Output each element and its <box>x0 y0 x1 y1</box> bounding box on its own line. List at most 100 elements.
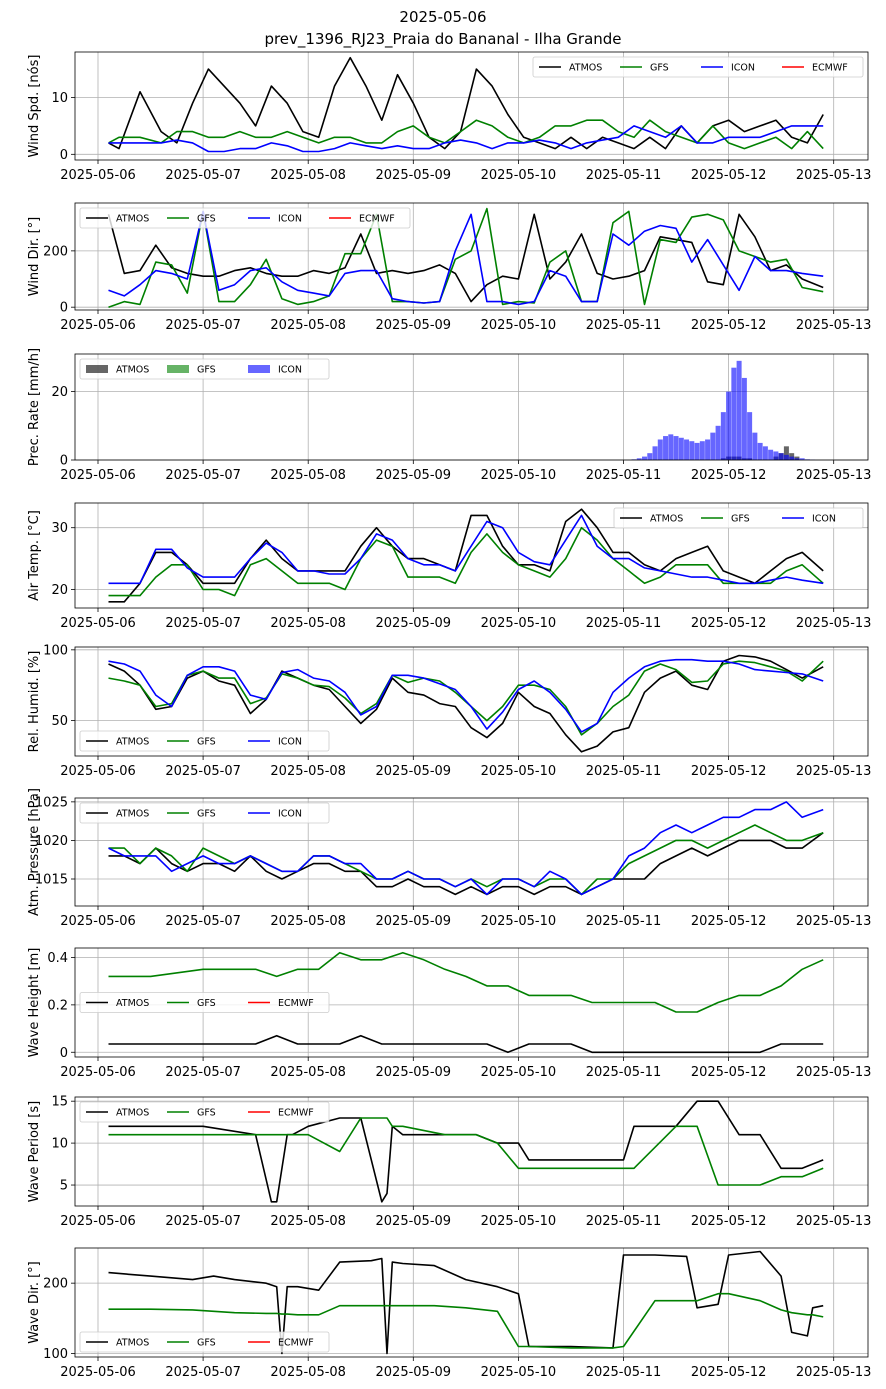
bar-icon <box>720 412 726 460</box>
legend-box <box>79 802 330 824</box>
bar-icon <box>752 432 758 460</box>
x-tick-label: 2025-05-10 <box>481 318 557 333</box>
y-tick-label: 50 <box>51 714 68 729</box>
x-tick-label: 2025-05-12 <box>691 1365 767 1380</box>
bar-icon <box>657 439 663 460</box>
bar-icon <box>705 439 711 460</box>
x-tick-label: 2025-05-10 <box>481 914 557 929</box>
bar-icon <box>773 451 779 460</box>
x-tick-label: 2025-05-08 <box>270 1065 346 1080</box>
x-tick-label: 2025-05-10 <box>481 764 557 779</box>
x-tick-label: 2025-05-12 <box>691 764 767 779</box>
legend-label-gfs: GFS <box>197 365 216 376</box>
y-tick-label: 10 <box>51 1137 68 1152</box>
bar-icon <box>762 446 768 460</box>
y-tick-label: 0.4 <box>47 951 68 966</box>
x-tick-label: 2025-05-06 <box>60 1065 136 1080</box>
bar-icon <box>783 454 789 460</box>
x-tick-label: 2025-05-06 <box>60 1365 136 1380</box>
series-line-gfs <box>108 526 824 597</box>
series-line-icon <box>108 801 824 896</box>
legend-box <box>613 507 864 529</box>
legend-label-gfs: GFS <box>731 514 750 525</box>
x-tick-label: 2025-05-13 <box>796 1365 872 1380</box>
x-tick-label: 2025-05-09 <box>376 1065 452 1080</box>
x-tick-label: 2025-05-08 <box>270 616 346 631</box>
series-line-atmos <box>108 832 824 896</box>
bar-atmos <box>783 446 789 460</box>
legend-label-icon: ICON <box>731 63 755 74</box>
series-line-atmos <box>108 1250 824 1355</box>
legend-box <box>79 992 330 1013</box>
x-tick-label: 2025-05-08 <box>270 914 346 929</box>
x-tick-label: 2025-05-06 <box>60 914 136 929</box>
legend-label-ecmwf: ECMWF <box>278 998 314 1009</box>
legend-swatch-atmos <box>86 365 108 373</box>
bar-icon <box>726 391 732 460</box>
y-tick-label: 200 <box>43 244 68 259</box>
series-line-icon <box>108 210 824 306</box>
x-tick-label: 2025-05-07 <box>165 616 241 631</box>
bar-icon <box>668 434 674 460</box>
bar-icon <box>684 439 690 460</box>
x-tick-label: 2025-05-13 <box>796 914 872 929</box>
y-tick-label: 1020 <box>35 834 68 849</box>
series-line-icon <box>108 125 824 153</box>
x-tick-label: 2025-05-13 <box>796 764 872 779</box>
legend-label-icon: ICON <box>278 737 302 748</box>
x-tick-label: 2025-05-11 <box>586 1065 662 1080</box>
x-tick-label: 2025-05-07 <box>165 318 241 333</box>
x-tick-label: 2025-05-07 <box>165 468 241 483</box>
legend-swatch-icon <box>248 365 270 373</box>
x-tick-label: 2025-05-13 <box>796 468 872 483</box>
bar-icon <box>799 458 805 460</box>
x-tick-label: 2025-05-13 <box>796 616 872 631</box>
bar-icon <box>652 446 658 460</box>
legend-label-gfs: GFS <box>197 1108 216 1119</box>
legend-label-atmos: ATMOS <box>116 998 149 1009</box>
y-tick-label: 100 <box>43 643 68 658</box>
bar-icon <box>647 453 653 460</box>
y-axis-label: Wave Period [s] <box>27 1101 42 1202</box>
legend-label-ecmwf: ECMWF <box>278 1108 314 1119</box>
x-tick-label: 2025-05-09 <box>376 468 452 483</box>
series-line-gfs <box>108 660 824 736</box>
y-axis-label: Wave Height [m] <box>27 948 42 1058</box>
bar-icon <box>694 442 700 460</box>
x-tick-label: 2025-05-06 <box>60 318 136 333</box>
x-tick-label: 2025-05-08 <box>270 1214 346 1229</box>
chart-title-date: 2025-05-06 <box>399 8 487 26</box>
plot-frame <box>74 646 869 757</box>
y-tick-label: 15 <box>51 1095 68 1110</box>
y-axis-label: Wind Dir. [°] <box>27 217 42 297</box>
series-line-gfs <box>108 824 824 896</box>
bar-icon <box>768 449 774 460</box>
x-tick-label: 2025-05-10 <box>481 1065 557 1080</box>
legend-box <box>79 1101 330 1123</box>
bar-icon <box>741 377 747 460</box>
x-tick-label: 2025-05-11 <box>586 1365 662 1380</box>
legend-label-gfs: GFS <box>197 809 216 820</box>
y-tick-label: 0 <box>60 454 68 469</box>
bar-icon <box>747 412 753 460</box>
x-tick-label: 2025-05-07 <box>165 1065 241 1080</box>
x-tick-label: 2025-05-12 <box>691 1214 767 1229</box>
plot-frame <box>74 797 869 907</box>
series-line-atmos <box>107 213 824 303</box>
x-tick-label: 2025-05-13 <box>796 1065 872 1080</box>
bar-icon <box>757 442 763 460</box>
x-tick-label: 2025-05-08 <box>270 764 346 779</box>
y-tick-label: 5 <box>60 1179 68 1194</box>
legend-label-icon: ICON <box>278 365 302 376</box>
x-tick-label: 2025-05-06 <box>60 764 136 779</box>
x-tick-label: 2025-05-12 <box>691 168 767 183</box>
legend-label-gfs: GFS <box>650 63 669 74</box>
x-tick-label: 2025-05-13 <box>796 318 872 333</box>
plot-frame <box>74 353 869 461</box>
x-tick-label: 2025-05-07 <box>165 914 241 929</box>
x-tick-label: 2025-05-10 <box>481 1214 557 1229</box>
legend-label-gfs: GFS <box>197 737 216 748</box>
x-tick-label: 2025-05-13 <box>796 1214 872 1229</box>
legend-box <box>532 56 864 78</box>
x-tick-label: 2025-05-06 <box>60 1214 136 1229</box>
